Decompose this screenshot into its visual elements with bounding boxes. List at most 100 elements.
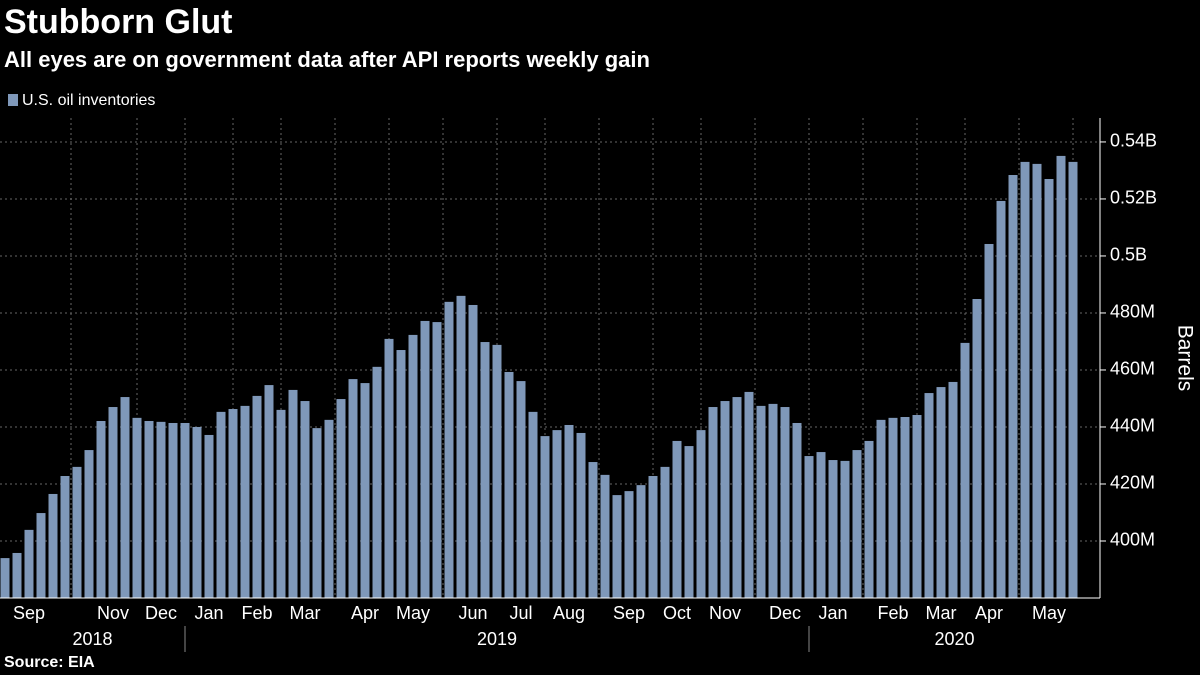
x-tick-label: Dec: [145, 603, 177, 623]
bar: [504, 371, 514, 598]
bar: [636, 485, 646, 598]
bar: [72, 466, 82, 598]
bar: [444, 301, 454, 598]
x-tick-label: May: [396, 603, 430, 623]
x-tick-label: Oct: [663, 603, 691, 623]
bar: [24, 529, 34, 598]
bar: [888, 417, 898, 598]
chart-title: Stubborn Glut: [4, 3, 233, 41]
bar: [960, 342, 970, 598]
bar: [372, 366, 382, 598]
bar: [948, 381, 958, 598]
bar: [204, 434, 214, 598]
bar: [144, 420, 154, 598]
bar: [828, 460, 838, 598]
x-tick-label: Nov: [709, 603, 741, 623]
x-tick-label: Mar: [926, 603, 957, 623]
bar: [156, 421, 166, 598]
bar: [48, 493, 58, 598]
bar: [660, 466, 670, 598]
bar: [264, 385, 274, 598]
year-label: 2019: [477, 629, 517, 649]
bar: [612, 495, 622, 598]
bar: [540, 436, 550, 598]
bar: [768, 403, 778, 598]
bar: [864, 440, 874, 598]
bar: [936, 387, 946, 598]
bar: [804, 456, 814, 598]
legend-swatch: [8, 94, 18, 106]
y-tick-label: 400M: [1110, 530, 1155, 550]
bar: [180, 422, 190, 598]
x-tick-label: Jul: [509, 603, 532, 623]
y-tick-label: 460M: [1110, 359, 1155, 379]
bar: [792, 422, 802, 598]
bar: [816, 452, 826, 598]
bar: [240, 405, 250, 598]
bar: [672, 440, 682, 598]
bar: [1068, 161, 1078, 598]
bar: [132, 417, 142, 598]
bar: [756, 405, 766, 598]
x-tick-label: Feb: [241, 603, 272, 623]
x-tick-label: Aug: [553, 603, 585, 623]
bar: [912, 415, 922, 598]
chart-subtitle: All eyes are on government data after AP…: [4, 47, 650, 72]
bar: [228, 409, 238, 598]
bar: [984, 243, 994, 598]
bar: [84, 450, 94, 598]
bar: [168, 422, 178, 598]
x-tick-label: Feb: [877, 603, 908, 623]
bar: [972, 298, 982, 598]
y-tick-label: 0.54B: [1110, 131, 1157, 151]
x-tick-label: Apr: [351, 603, 379, 623]
y-tick-label: 420M: [1110, 473, 1155, 493]
bar: [552, 430, 562, 598]
bar: [420, 320, 430, 598]
x-tick-label: Dec: [769, 603, 801, 623]
bar: [1008, 175, 1018, 598]
bar: [276, 409, 286, 598]
bar: [108, 407, 118, 598]
year-label: 2020: [934, 629, 974, 649]
bar: [456, 295, 466, 598]
bar: [852, 450, 862, 598]
bar: [876, 419, 886, 598]
y-tick-label: 440M: [1110, 416, 1155, 436]
bar: [36, 513, 46, 598]
bar: [648, 476, 658, 598]
y-tick-label: 480M: [1110, 302, 1155, 322]
y-axis-title: Barrels: [1173, 325, 1196, 392]
bar: [696, 430, 706, 598]
bar: [516, 381, 526, 598]
bar: [1056, 155, 1066, 599]
bar: [780, 407, 790, 598]
bar: [924, 393, 934, 598]
bar: [384, 338, 394, 598]
bar: [12, 552, 22, 598]
bar: [600, 474, 610, 598]
x-tick-label: May: [1032, 603, 1066, 623]
x-tick-label: Apr: [975, 603, 1003, 623]
bar: [996, 200, 1006, 598]
source: Source: EIA: [4, 654, 95, 671]
bar: [60, 476, 70, 598]
bar: [192, 426, 202, 598]
bar: [492, 344, 502, 598]
bar: [588, 462, 598, 598]
year-label: 2018: [72, 629, 112, 649]
legend-label: U.S. oil inventories: [22, 92, 155, 109]
bar: [624, 491, 634, 598]
bar: [312, 428, 322, 598]
y-tick-label: 0.52B: [1110, 188, 1157, 208]
bar: [120, 397, 130, 598]
bar: [216, 411, 226, 598]
bar: [252, 395, 262, 598]
bar: [468, 304, 478, 598]
bar: [432, 322, 442, 598]
bar: [348, 379, 358, 598]
bar: [564, 424, 574, 598]
x-tick-label: Sep: [613, 603, 645, 623]
